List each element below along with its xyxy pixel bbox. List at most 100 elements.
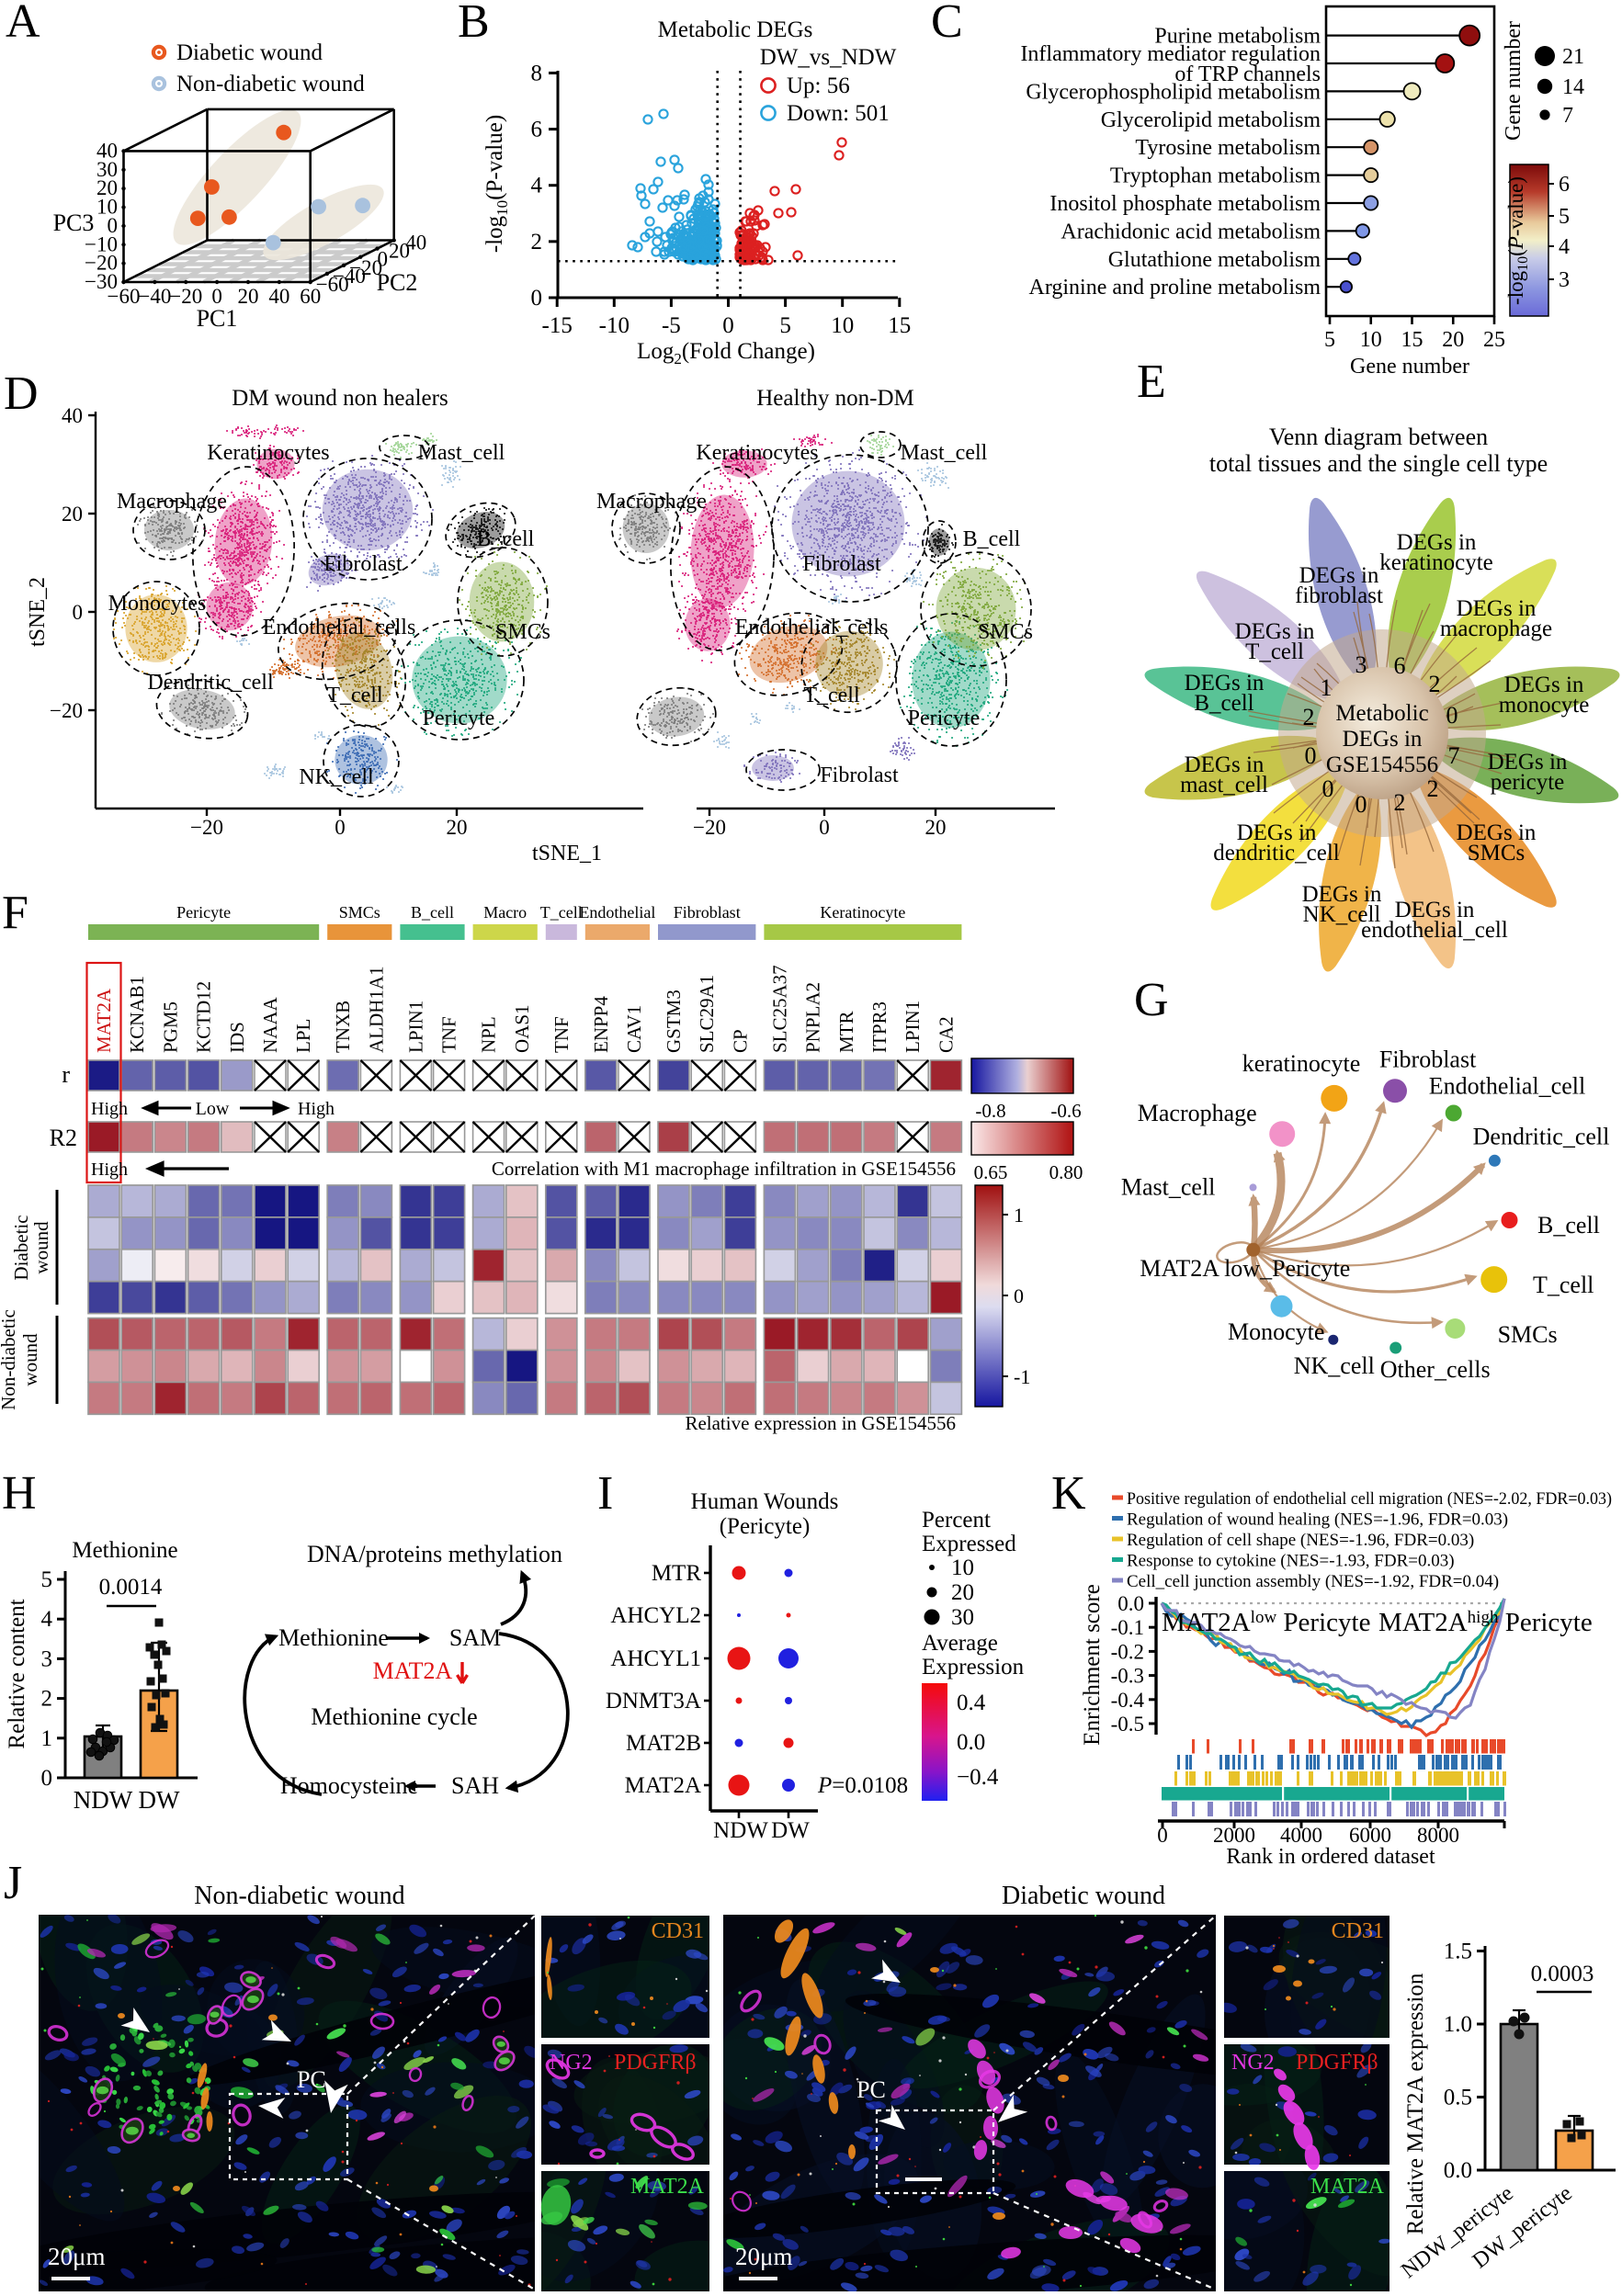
svg-text:NG2: NG2 xyxy=(1231,2051,1275,2075)
svg-text:20: 20 xyxy=(389,240,410,263)
svg-text:NK_cell: NK_cell xyxy=(299,765,374,789)
svg-text:-0.4: -0.4 xyxy=(1111,1689,1145,1712)
svg-text:1.5: 1.5 xyxy=(1444,1940,1472,1964)
svg-text:Log2(Fold Change): Log2(Fold Change) xyxy=(637,339,815,368)
svg-text:−60: −60 xyxy=(108,285,141,308)
svg-text:TNF: TNF xyxy=(550,1016,573,1053)
svg-text:pericyte: pericyte xyxy=(1491,770,1565,795)
svg-text:0: 0 xyxy=(531,286,543,311)
svg-text:Methionine: Methionine xyxy=(278,1624,389,1651)
svg-text:MTR: MTR xyxy=(652,1561,702,1586)
svg-text:5: 5 xyxy=(1559,205,1570,229)
svg-text:r: r xyxy=(62,1061,70,1088)
svg-text:Diabetic wound: Diabetic wound xyxy=(176,40,323,65)
svg-text:ALDH1A1: ALDH1A1 xyxy=(365,967,387,1054)
svg-text:P=0.0108: P=0.0108 xyxy=(817,1773,908,1798)
svg-text:8: 8 xyxy=(531,61,543,85)
svg-text:LPIN1: LPIN1 xyxy=(902,1001,924,1053)
svg-text:LPL: LPL xyxy=(292,1019,314,1053)
svg-text:0: 0 xyxy=(73,601,84,624)
svg-text:0.0: 0.0 xyxy=(1444,2158,1472,2183)
svg-text:30: 30 xyxy=(951,1605,974,1630)
svg-text:Mast_cell: Mast_cell xyxy=(418,441,505,465)
svg-text:MAT2A: MAT2A xyxy=(93,988,115,1053)
svg-text:SMCs: SMCs xyxy=(978,620,1033,644)
svg-text:High: High xyxy=(298,1099,335,1119)
svg-text:0.4: 0.4 xyxy=(957,1691,986,1715)
svg-text:Non-diabetic wound: Non-diabetic wound xyxy=(194,1882,404,1910)
svg-text:NDW: NDW xyxy=(74,1786,133,1814)
svg-text:Arachidonic acid metabolism: Arachidonic acid metabolism xyxy=(1061,220,1321,243)
svg-text:Keratinocytes: Keratinocytes xyxy=(696,441,818,465)
svg-text:Tyrosine metabolism: Tyrosine metabolism xyxy=(1135,136,1321,160)
svg-text:2: 2 xyxy=(531,230,543,254)
svg-text:Low: Low xyxy=(196,1099,230,1119)
svg-text:4: 4 xyxy=(41,1607,53,1632)
svg-text:-0.8: -0.8 xyxy=(975,1100,1005,1122)
svg-text:Homocysteine: Homocysteine xyxy=(280,1772,418,1799)
svg-text:NK_cell: NK_cell xyxy=(1303,902,1381,927)
svg-text:Dendritic_cell: Dendritic_cell xyxy=(1473,1123,1610,1149)
svg-text:−20: −20 xyxy=(693,816,726,839)
svg-text:CAV1: CAV1 xyxy=(623,1005,645,1053)
svg-text:GSE154556: GSE154556 xyxy=(1326,752,1438,777)
svg-text:Expressed: Expressed xyxy=(922,1532,1016,1556)
svg-text:TNXB: TNXB xyxy=(332,1001,354,1053)
svg-text:Fibrolast: Fibrolast xyxy=(802,552,881,576)
svg-text:wound: wound xyxy=(19,1333,41,1386)
svg-text:DEGs in: DEGs in xyxy=(1488,750,1568,775)
svg-text:0.0: 0.0 xyxy=(1117,1592,1144,1615)
svg-text:0.80: 0.80 xyxy=(1049,1161,1083,1183)
svg-text:MAT2A: MAT2A xyxy=(1310,2175,1385,2199)
svg-text:Down: 501: Down: 501 xyxy=(787,101,890,126)
svg-text:dendritic_cell: dendritic_cell xyxy=(1213,841,1339,865)
svg-text:Macrophage: Macrophage xyxy=(117,490,227,514)
svg-text:0: 0 xyxy=(378,248,389,271)
svg-text:ITPR3: ITPR3 xyxy=(868,1001,890,1053)
svg-text:DNA/proteins methylation: DNA/proteins methylation xyxy=(307,1541,562,1567)
svg-text:1: 1 xyxy=(41,1726,53,1751)
svg-text:0: 0 xyxy=(1355,791,1367,818)
svg-text:NG2: NG2 xyxy=(550,2051,593,2075)
svg-text:PDGFRβ: PDGFRβ xyxy=(1296,2051,1378,2075)
svg-text:30: 30 xyxy=(96,158,118,181)
svg-text:Relative content: Relative content xyxy=(5,1599,29,1748)
svg-text:0: 0 xyxy=(722,313,734,338)
svg-text:T_cell: T_cell xyxy=(1245,639,1304,664)
svg-text:Metabolic: Metabolic xyxy=(1335,701,1428,726)
svg-text:AHCYL2: AHCYL2 xyxy=(610,1603,701,1628)
svg-text:DEGs in: DEGs in xyxy=(1302,882,1382,907)
svg-text:−40: −40 xyxy=(138,285,171,308)
svg-text:Glutathione metabolism: Glutathione metabolism xyxy=(1108,248,1321,272)
svg-text:20μm: 20μm xyxy=(735,2243,792,2270)
svg-text:25: 25 xyxy=(1483,328,1505,352)
svg-text:MAT2A: MAT2A xyxy=(373,1657,453,1684)
svg-text:PDGFRβ: PDGFRβ xyxy=(614,2051,697,2075)
svg-text:5: 5 xyxy=(41,1567,53,1592)
svg-text:6: 6 xyxy=(531,118,543,142)
svg-text:2: 2 xyxy=(41,1687,53,1712)
svg-text:DW: DW xyxy=(139,1786,180,1814)
svg-text:C: C xyxy=(931,0,963,48)
svg-text:−20: −20 xyxy=(190,816,223,839)
svg-text:4: 4 xyxy=(1559,235,1570,259)
svg-text:2: 2 xyxy=(1394,789,1406,816)
svg-text:H: H xyxy=(2,1467,37,1520)
svg-text:−10: −10 xyxy=(85,232,118,255)
svg-text:NDW: NDW xyxy=(713,1818,768,1843)
svg-text:10: 10 xyxy=(831,313,854,338)
svg-text:MTR: MTR xyxy=(835,1011,857,1053)
svg-text:6: 6 xyxy=(1394,652,1406,679)
svg-text:NAAA: NAAA xyxy=(259,997,281,1053)
svg-text:Healthy non-DM: Healthy non-DM xyxy=(756,386,914,411)
svg-text:Pericyte: Pericyte xyxy=(176,903,231,922)
svg-text:Purine metabolism: Purine metabolism xyxy=(1154,25,1321,49)
svg-text:Endothelial_cell: Endothelial_cell xyxy=(1429,1072,1585,1099)
svg-text:NPL: NPL xyxy=(478,1016,500,1053)
svg-text:DM wound non healers: DM wound non healers xyxy=(232,386,448,411)
svg-text:−60: −60 xyxy=(316,273,349,296)
svg-text:T_cell: T_cell xyxy=(326,684,383,707)
svg-text:Monocytes: Monocytes xyxy=(108,592,207,616)
svg-text:Keratinocyte: Keratinocyte xyxy=(820,903,905,922)
svg-text:40: 40 xyxy=(405,232,426,254)
